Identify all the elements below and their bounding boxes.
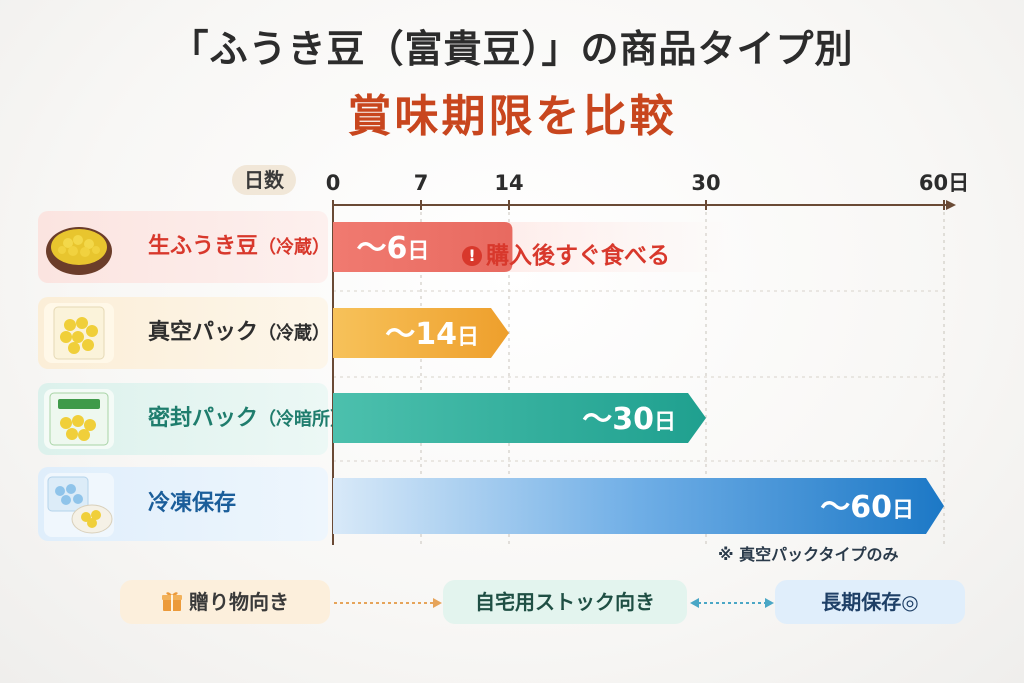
flow-arrowhead [765, 598, 774, 608]
exclamation-icon: ! [462, 246, 482, 266]
x-axis-arrow [946, 200, 956, 210]
bar-vacuum [333, 308, 509, 358]
bar-label: ～6日 [357, 231, 430, 266]
row-card-frozen: 冷凍保存 [38, 467, 328, 541]
gift-label: 贈り物向き [189, 590, 289, 614]
title-line2: 賞味期限を比較 [347, 91, 677, 142]
flow-arrowhead [690, 598, 699, 608]
flow-arrowhead [433, 598, 442, 608]
axis-label-days: 日数 [232, 165, 296, 195]
bar-sealed [333, 393, 706, 443]
title-line1: 「ふうき豆（富貴豆）」の商品タイプ別 [170, 27, 854, 71]
pill-gift: 贈り物向き [120, 580, 330, 624]
x-tick-label: 0 [326, 171, 341, 195]
bar-label: ～14日 [385, 317, 479, 352]
frozen-beans-icon [44, 473, 114, 537]
bar-frozen [333, 478, 944, 534]
pill-long: 長期保存◎ [775, 580, 965, 624]
row-card-sealed: 密封パック（冷暗所） [38, 383, 348, 455]
bar-label: ～30日 [582, 402, 676, 437]
sealed-pack-icon [44, 389, 114, 449]
gift-icon [161, 583, 183, 611]
row-card-raw: 生ふうき豆（冷蔵） [38, 211, 331, 283]
row-card-vacuum: 真空パック（冷蔵） [38, 297, 331, 369]
x-tick-label: 30 [691, 171, 720, 195]
x-tick-label: 7 [414, 171, 429, 195]
bowl-of-beans-icon [44, 217, 114, 277]
bar-label: ～60日 [820, 490, 914, 525]
vacuum-pack-icon [44, 303, 114, 363]
pill-stock: 自宅用ストック向き [443, 580, 687, 624]
bottom-flow [334, 598, 774, 608]
frozen-note: ※ 真空パックタイプのみ [718, 545, 899, 564]
row-label-sealed: 密封パック（冷暗所） [148, 406, 349, 431]
row-label-frozen: 冷凍保存 [148, 491, 237, 516]
warning-callout: ! 購入後すぐ食べる [462, 236, 670, 270]
row-label-raw: 生ふうき豆（冷蔵） [148, 234, 331, 259]
x-tick-label: 60日 [919, 171, 969, 195]
warning-text: 購入後すぐ食べる [486, 243, 670, 269]
row-label-vacuum: 真空パック（冷蔵） [148, 320, 331, 345]
x-tick-label: 14 [494, 171, 523, 195]
